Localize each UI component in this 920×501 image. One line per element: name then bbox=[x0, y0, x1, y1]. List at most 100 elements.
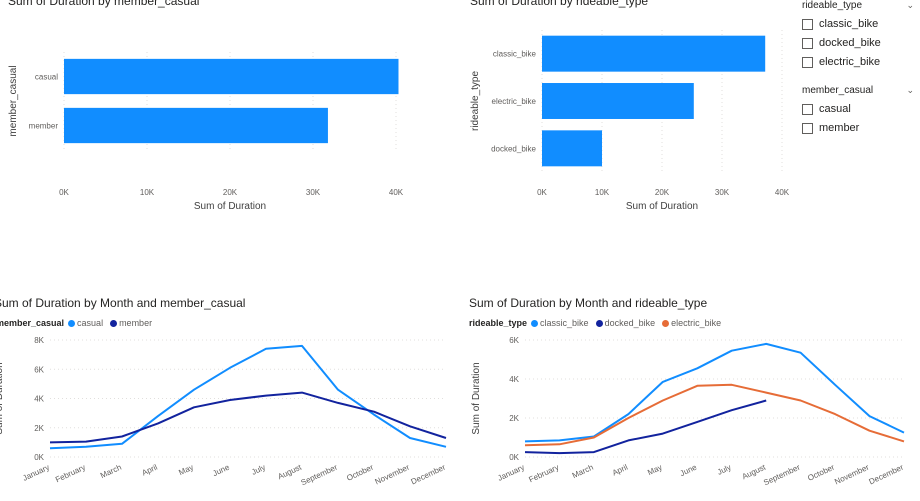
rideable-line-chart[interactable]: 0K 2K 4K 6K January February March April May June… bbox=[465, 331, 916, 501]
legend-label: casual bbox=[77, 318, 104, 328]
y-tick-label: 4K bbox=[34, 395, 44, 404]
rideable-bar-chart[interactable]: 0K 10K 20K 30K 40K classic_bike electric_biked… bbox=[460, 0, 800, 230]
member-bar-chart[interactable]: 0K 10K 20K 30K 40K casual member Sum of Duratio… bbox=[0, 0, 440, 230]
x-tick-label: November bbox=[833, 463, 871, 487]
y-tick-label: casual bbox=[35, 73, 58, 82]
x-tick-label: June bbox=[211, 462, 231, 478]
legend-item-docked-bike[interactable]: docked_bike bbox=[595, 318, 656, 328]
x-tick-label: 30K bbox=[715, 188, 730, 197]
y-axis-title: Sum of Duration bbox=[0, 362, 5, 434]
legend-marker bbox=[595, 319, 603, 327]
x-tick-label: 10K bbox=[595, 188, 610, 197]
legend-marker bbox=[68, 319, 76, 327]
legend-item-casual[interactable]: casual bbox=[68, 318, 103, 328]
slicer-option-member[interactable]: member bbox=[802, 122, 914, 134]
bar-member[interactable] bbox=[64, 107, 328, 144]
x-tick-label: May bbox=[177, 463, 195, 478]
member-casual-slicer[interactable]: member_casual ⌄ casual member bbox=[802, 85, 914, 134]
x-tick-label: December bbox=[868, 463, 906, 487]
x-tick-label: 40K bbox=[775, 188, 790, 197]
x-tick-label: February bbox=[527, 463, 560, 485]
x-tick-label: 20K bbox=[223, 188, 238, 197]
x-tick-label: 20K bbox=[655, 188, 670, 197]
x-tick-label: September bbox=[300, 463, 340, 488]
y-tick-label: 8K bbox=[34, 336, 44, 345]
rideable-bar-chart-title: Sum of Duration by rideable_type bbox=[470, 0, 649, 8]
legend-item-electric-bike[interactable]: electric_bike bbox=[662, 318, 721, 328]
x-tick-label: March bbox=[99, 463, 123, 481]
bar-electric-bike[interactable] bbox=[542, 83, 694, 119]
checkbox[interactable] bbox=[802, 56, 813, 68]
slicer-option-classic-bike[interactable]: classic_bike bbox=[802, 18, 914, 30]
rideable-line-legend: rideable_type classic_bike docked_bike elec… bbox=[469, 318, 724, 328]
x-tick-label: July bbox=[716, 463, 733, 477]
member-line-legend: member_casual casual member bbox=[0, 318, 155, 328]
x-tick-label: 40K bbox=[389, 188, 404, 197]
series-line-classic-bike[interactable] bbox=[524, 342, 905, 443]
legend-label: electric_bike bbox=[671, 318, 722, 328]
x-tick-label: January bbox=[21, 463, 51, 483]
x-tick-label: 10K bbox=[140, 188, 155, 197]
slicer-option-label: docked_bike bbox=[819, 37, 881, 49]
y-tick-label: member bbox=[29, 122, 59, 131]
slicer-option-label: member bbox=[819, 122, 860, 134]
x-tick-label: 30K bbox=[306, 188, 321, 197]
series-line-docked-bike[interactable] bbox=[524, 399, 767, 455]
rideable-line-chart-title: Sum of Duration by Month and rideable_ty… bbox=[469, 296, 708, 310]
checkbox[interactable] bbox=[802, 37, 813, 49]
x-tick-label: February bbox=[54, 463, 87, 485]
rideable-slicer-title: rideable_type bbox=[802, 0, 863, 11]
x-tick-label: March bbox=[571, 463, 595, 481]
slicer-option-docked-bike[interactable]: docked_bike bbox=[802, 37, 914, 49]
checkbox[interactable] bbox=[802, 103, 813, 115]
x-tick-label: 0K bbox=[537, 188, 547, 197]
chevron-down-icon[interactable]: ⌄ bbox=[906, 85, 914, 95]
y-axis-title: rideable_type bbox=[470, 71, 481, 131]
slicer-option-label: electric_bike bbox=[819, 56, 881, 68]
member-line-chart[interactable]: 0K 2K 4K 6K 8K January February March April May Ju… bbox=[0, 331, 460, 501]
checkbox[interactable] bbox=[802, 18, 813, 30]
bar-casual[interactable] bbox=[64, 58, 399, 95]
slicer-option-label: classic_bike bbox=[819, 18, 879, 30]
y-tick-label: electric_bike bbox=[492, 97, 537, 106]
legend-title: member_casual bbox=[0, 318, 65, 328]
y-tick-label: 0K bbox=[509, 453, 519, 462]
x-tick-label: April bbox=[611, 463, 630, 478]
slicer-option-label: casual bbox=[819, 103, 851, 115]
x-tick-label: October bbox=[806, 463, 836, 483]
legend-marker bbox=[662, 319, 670, 327]
slicer-option-casual[interactable]: casual bbox=[802, 103, 914, 115]
legend-item-classic-bike[interactable]: classic_bike bbox=[531, 318, 589, 328]
legend-item-member[interactable]: member bbox=[110, 318, 152, 328]
x-tick-label: April bbox=[141, 463, 160, 478]
y-tick-label: 4K bbox=[509, 375, 519, 384]
x-tick-label: October bbox=[345, 463, 375, 483]
y-axis-title: Sum of Duration bbox=[471, 362, 482, 434]
bar-docked-bike[interactable] bbox=[542, 130, 602, 167]
x-tick-label: July bbox=[250, 463, 267, 477]
x-tick-label: January bbox=[496, 463, 526, 483]
x-tick-label: September bbox=[762, 463, 802, 488]
series-line-electric-bike[interactable] bbox=[524, 383, 905, 447]
member-bar-chart-title: Sum of Duration by member_casual bbox=[8, 0, 200, 8]
slicer-option-electric-bike[interactable]: electric_bike bbox=[802, 56, 914, 68]
series-line-casual[interactable] bbox=[49, 344, 447, 450]
y-tick-label: 2K bbox=[34, 424, 44, 433]
y-tick-label: 0K bbox=[34, 453, 44, 462]
rideable-slicer-header[interactable]: rideable_type ⌄ bbox=[802, 0, 914, 11]
legend-marker bbox=[110, 319, 118, 327]
chevron-down-icon[interactable]: ⌄ bbox=[906, 0, 914, 10]
member-slicer-header[interactable]: member_casual ⌄ bbox=[802, 85, 914, 96]
checkbox[interactable] bbox=[802, 122, 813, 134]
legend-marker bbox=[531, 319, 539, 327]
member-slicer-title: member_casual bbox=[802, 85, 874, 96]
y-tick-label: 6K bbox=[509, 336, 519, 345]
bar-classic-bike[interactable] bbox=[542, 35, 766, 72]
series-line-member[interactable] bbox=[49, 391, 447, 444]
legend-label: docked_bike bbox=[604, 318, 656, 328]
x-axis-title: Sum of Duration bbox=[626, 201, 698, 212]
y-axis-title: member_casual bbox=[8, 65, 19, 136]
x-axis-title: Sum of Duration bbox=[194, 201, 266, 212]
y-tick-label: docked_bike bbox=[491, 144, 536, 153]
